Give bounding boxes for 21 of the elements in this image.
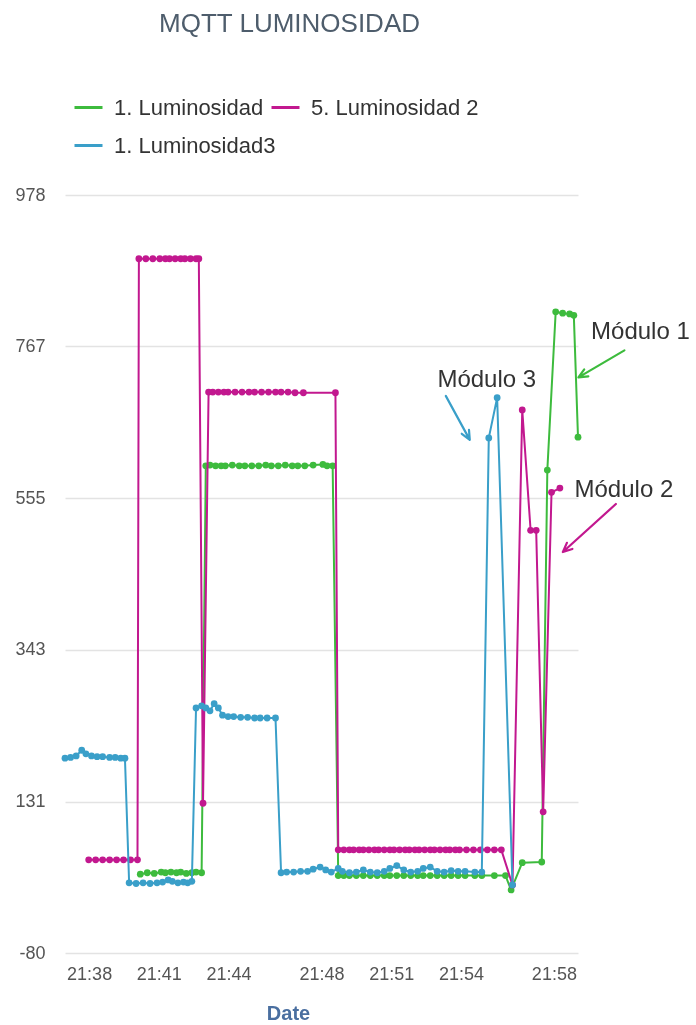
x-tick-label: 21:51 [369, 963, 415, 984]
x-tick-label: 21:58 [531, 963, 577, 984]
y-tick-label: 978 [15, 184, 46, 205]
x-tick-label: 21:41 [136, 963, 182, 984]
legend-label: 1. Luminosidad [114, 94, 264, 120]
y-tick-label: -80 [19, 942, 46, 963]
legend-label: 5. Luminosidad 2 [311, 94, 479, 120]
annotation: Módulo 3 [437, 364, 537, 392]
x-axis-title: Date [266, 1001, 311, 1024]
x-tick-label: 21:44 [206, 963, 252, 984]
x-tick-label: 21:54 [438, 963, 484, 984]
y-tick-label: 555 [15, 487, 46, 508]
chart-title: MQTT LUMINOSIDAD [159, 8, 420, 38]
y-tick-label: 767 [15, 335, 46, 356]
annotation: Módulo 1 [591, 317, 690, 345]
y-tick-label: 131 [15, 791, 46, 812]
y-tick-label: 343 [15, 639, 46, 660]
x-tick-label: 21:38 [67, 963, 113, 984]
legend-label: 1. Luminosidad3 [114, 132, 276, 158]
x-tick-label: 21:48 [299, 963, 345, 984]
annotation: Módulo 2 [574, 475, 674, 503]
